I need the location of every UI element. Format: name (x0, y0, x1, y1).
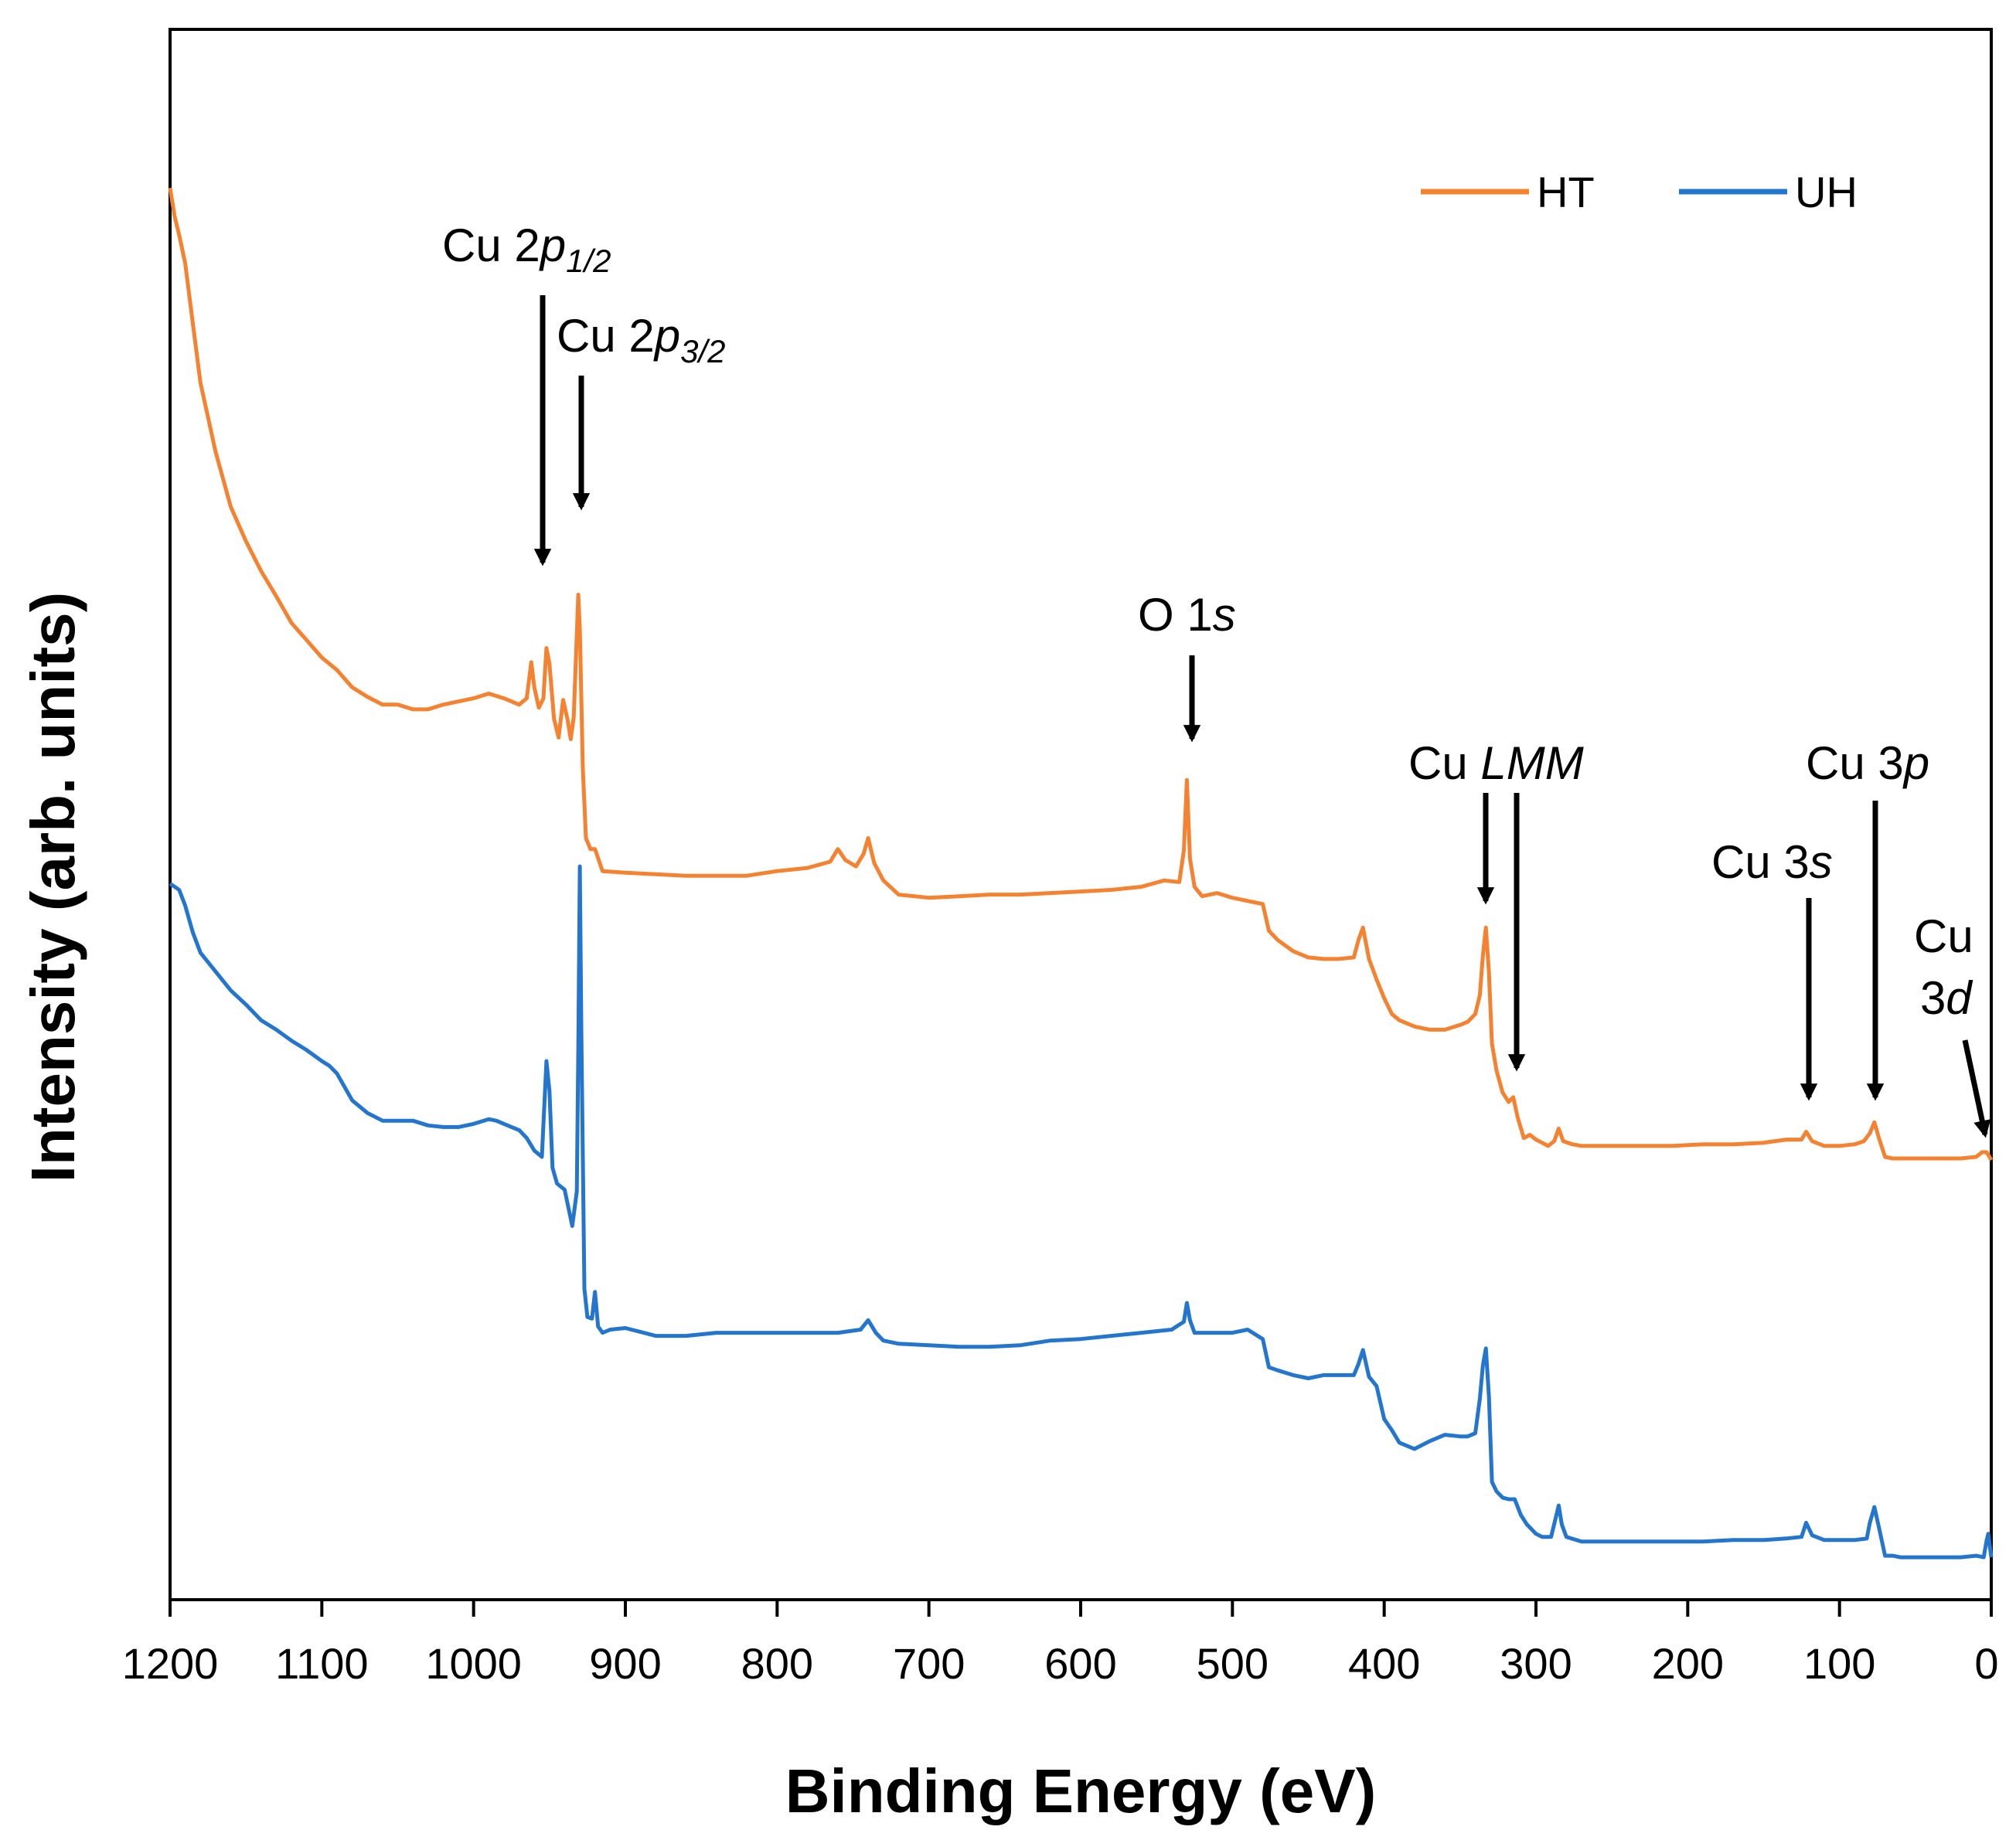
x-tick-label: 800 (741, 1639, 813, 1688)
x-tick-label: 100 (1803, 1639, 1875, 1688)
legend: HT UH (1421, 168, 1858, 216)
x-tick-label: 400 (1348, 1639, 1420, 1688)
x-tick-label: 1100 (275, 1639, 368, 1688)
x-tick-label: 700 (893, 1639, 965, 1688)
annotation-cu-3p: Cu 3p (1806, 737, 1929, 789)
annotation-o-1s: O 1s (1138, 589, 1236, 641)
peak-annotations: Cu 2p1/2 Cu 2p3/2 O 1s Cu LMM Cu 3s Cu 3… (442, 219, 1991, 1138)
annotation-cu-2p32: Cu 2p3/2 (557, 310, 726, 369)
annotation-cu-2p12: Cu 2p1/2 (442, 219, 611, 279)
annotation-cu-lmm: Cu LMM (1408, 737, 1584, 789)
x-tick-label: 0 (1974, 1639, 1998, 1688)
series-line-uh (169, 864, 1994, 1560)
x-tick-label: 500 (1197, 1639, 1269, 1688)
x-tick-label: 900 (589, 1639, 661, 1688)
annotation-cu-3s: Cu 3s (1711, 836, 1833, 888)
series-layer (168, 187, 1994, 1560)
y-axis-title: Intensity (arb. units) (19, 592, 87, 1183)
arrow-cu-3d (1962, 1039, 1991, 1138)
x-tick-label: 1000 (425, 1639, 522, 1688)
annotation-cu-3d-line2: 3d (1920, 972, 1973, 1024)
annotation-cu-3d-line1: Cu (1914, 910, 1973, 962)
x-tick-label: 200 (1652, 1639, 1724, 1688)
series-line-ht (168, 187, 1994, 1162)
legend-label-ht: HT (1537, 168, 1595, 216)
legend-label-uh: UH (1795, 168, 1858, 216)
x-tick-label: 1200 (122, 1639, 219, 1688)
x-tick-label: 600 (1044, 1639, 1116, 1688)
x-axis-title: Binding Energy (eV) (785, 1757, 1377, 1825)
x-axis-ticks: 1200 1100 1000 900 800 700 600 500 400 300 200 100 0 (122, 1600, 1999, 1688)
x-tick-label: 300 (1500, 1639, 1572, 1688)
